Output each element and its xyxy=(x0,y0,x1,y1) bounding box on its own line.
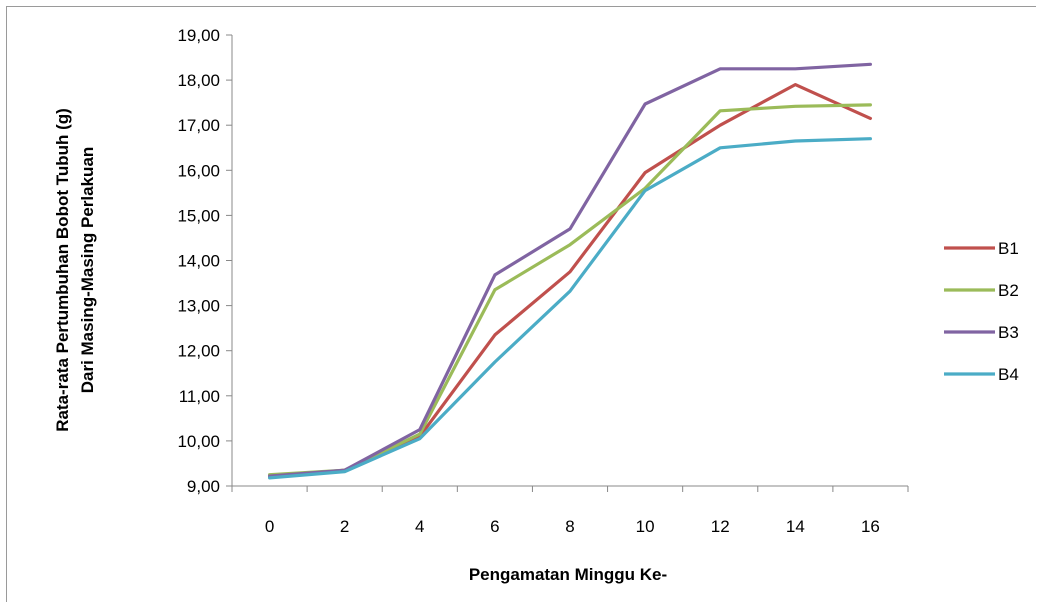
x-axis-title: Pengamatan Minggu Ke- xyxy=(469,565,667,584)
y-tick-label: 16,00 xyxy=(177,161,220,180)
x-tick-label: 0 xyxy=(265,517,274,536)
legend-label-b2: B2 xyxy=(998,281,1019,300)
series-line-b3 xyxy=(268,62,873,478)
x-tick-label: 12 xyxy=(711,517,730,536)
x-tick-label: 8 xyxy=(565,517,574,536)
legend-label-b1: B1 xyxy=(998,239,1019,258)
y-tick-label: 15,00 xyxy=(177,206,220,225)
series-lines xyxy=(268,62,873,480)
legend-label-b4: B4 xyxy=(998,365,1019,384)
x-tick-label: 14 xyxy=(786,517,805,536)
x-tick-label: 4 xyxy=(415,517,424,536)
y-axis-title-line-2: Dari Masing-Masing Perlakuan xyxy=(78,147,97,394)
y-tick-label: 17,00 xyxy=(177,116,220,135)
x-tick-label: 2 xyxy=(340,517,349,536)
axes xyxy=(226,34,909,492)
y-tick-label: 14,00 xyxy=(177,252,220,271)
y-tick-label: 9,00 xyxy=(187,477,220,496)
legend: B1 B2 B3 B4 xyxy=(944,239,1019,384)
y-axis-title-line-1: Rata-rata Pertumbuhan Bobot Tubuh (g) xyxy=(53,108,72,432)
x-tick-label: 6 xyxy=(490,517,499,536)
y-tick-label: 11,00 xyxy=(179,387,220,406)
y-tick-labels: 9,00 10,00 11,00 12,00 13,00 14,00 15,00 16,00 1… xyxy=(177,26,220,496)
x-tick-label: 10 xyxy=(636,517,655,536)
y-tick-label: 10,00 xyxy=(177,432,220,451)
y-tick-label: 19,00 xyxy=(177,26,220,45)
legend-label-b3: B3 xyxy=(998,323,1019,342)
series-line-b4 xyxy=(268,137,873,480)
x-tick-labels: 0 2 4 6 8 10 12 14 16 xyxy=(265,517,880,536)
x-tick-label: 16 xyxy=(861,517,880,536)
y-tick-label: 18,00 xyxy=(177,71,220,90)
y-tick-label: 13,00 xyxy=(177,297,220,316)
y-axis-title: Rata-rata Pertumbuhan Bobot Tubuh (g) Da… xyxy=(53,108,97,432)
y-tick-label: 12,00 xyxy=(177,342,220,361)
